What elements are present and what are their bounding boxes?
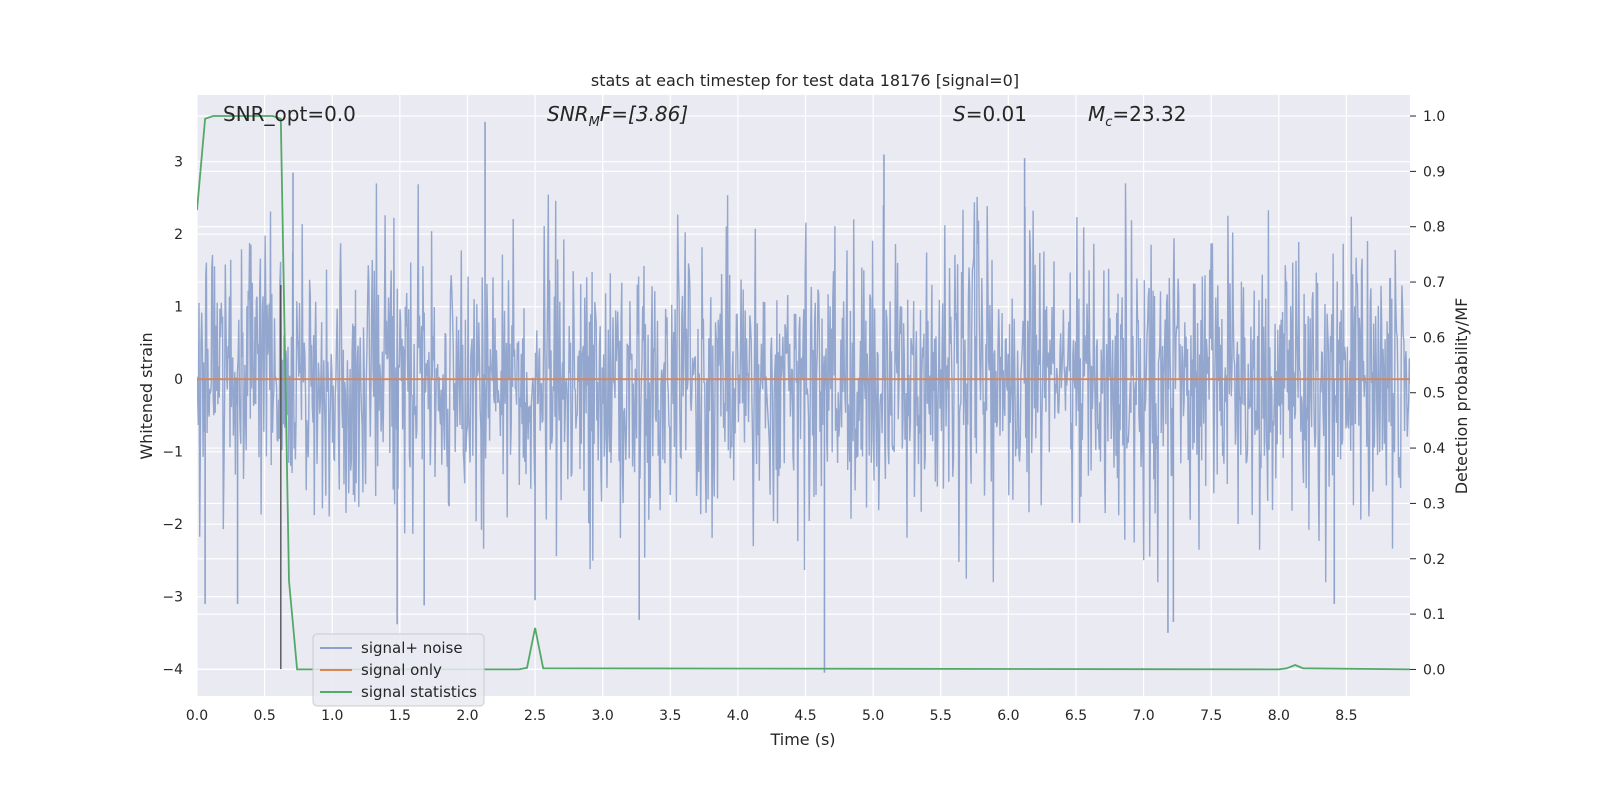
y-right-tick-label: 0.5 (1423, 386, 1445, 402)
x-tick-label: 5.0 (862, 708, 884, 724)
annotation-snr-mf-name: SNR (547, 102, 589, 126)
series-signal-plus-noise (197, 121, 1410, 673)
x-axis-label: Time (s) (769, 730, 835, 749)
annotation-s-value: =0.01 (966, 102, 1027, 126)
signal-statistics-line (197, 115, 1410, 671)
x-tick-label: 5.5 (930, 708, 952, 724)
annotation-mc-value: =23.32 (1112, 102, 1186, 126)
y-left-axis-label: Whitened strain (137, 332, 156, 459)
annotation-s-name: S (953, 102, 966, 126)
y-right-tick-label: 0.9 (1423, 164, 1445, 180)
annotation-snr-opt: SNR_opt=0.0 (223, 102, 356, 126)
y-right-tick-label: 0.7 (1423, 275, 1445, 291)
y-left-tick-label: 2 (174, 227, 183, 243)
y-right-tick-label: 0.6 (1423, 330, 1445, 346)
y-right-tick-label: 0.8 (1423, 220, 1445, 236)
x-tick-label: 7.5 (1200, 708, 1222, 724)
x-tick-label: 6.5 (1065, 708, 1087, 724)
y-right-tick-label: 1.0 (1423, 109, 1445, 125)
annotation-mc-sub: c (1105, 115, 1112, 130)
x-tick-label: 2.0 (456, 708, 478, 724)
y-left-tick-label: 3 (174, 155, 183, 171)
annotation-mc-name: M (1088, 102, 1105, 126)
x-tick-label: 8.0 (1268, 708, 1290, 724)
y-left-axis-ticks: 3 2 1 0 −1 −2 −3 −4 (162, 155, 183, 678)
x-tick-label: 0.5 (253, 708, 275, 724)
annotation-mc: Mc=23.32 (1088, 102, 1186, 130)
y-left-tick-label: 1 (174, 300, 183, 316)
x-tick-label: 6.0 (997, 708, 1019, 724)
x-tick-label: 7.0 (1132, 708, 1154, 724)
legend: signal+ noise signal only signal statist… (312, 633, 485, 707)
y-right-axis-ticks: 1.0 0.9 0.8 0.7 0.6 0.5 0.4 0.3 0.2 0.1 0.0 (1410, 109, 1445, 678)
x-tick-label: 4.5 (794, 708, 816, 724)
y-left-tick-label: −3 (162, 590, 183, 606)
x-tick-label: 1.0 (321, 708, 343, 724)
series-signal-statistics (197, 115, 1410, 671)
annotation-snr-mf-sub: M (589, 115, 600, 130)
x-tick-label: 1.5 (389, 708, 411, 724)
y-right-tick-label: 0.2 (1423, 552, 1445, 568)
y-left-tick-label: −4 (162, 662, 183, 678)
legend-label-signal-statistics: signal statistics (361, 683, 477, 701)
annotation-snr-mf-rest: F=[3.86] (600, 102, 688, 126)
x-tick-label: 3.5 (659, 708, 681, 724)
y-right-tick-label: 0.3 (1423, 496, 1445, 512)
legend-box (312, 633, 485, 707)
annotations: SNR_opt=0.0 SNRMF=[3.86] S=0.01 Mc=23.32 (223, 102, 1186, 130)
annotation-snr-mf: SNRMF=[3.86] (547, 102, 688, 130)
noise-trace (197, 183, 1410, 583)
x-tick-label: 2.5 (524, 708, 546, 724)
x-tick-label: 3.0 (592, 708, 614, 724)
y-right-tick-label: 0.1 (1423, 607, 1445, 623)
x-tick-label: 8.5 (1335, 708, 1357, 724)
legend-label-signal-plus-noise: signal+ noise (361, 639, 463, 657)
annotation-s: S=0.01 (953, 102, 1027, 126)
y-right-axis-label: Detection probability/MF (1452, 298, 1471, 495)
y-left-tick-label: −2 (162, 517, 183, 533)
x-axis-ticks: 0.0 0.5 1.0 1.5 2.0 2.5 3.0 3.5 4.0 4.5 5.0 5.5 6.0 6… (186, 708, 1358, 724)
chart-title: stats at each timestep for test data 181… (591, 71, 1019, 90)
y-right-tick-label: 0.4 (1423, 441, 1445, 457)
legend-label-signal-only: signal only (361, 661, 442, 679)
y-left-tick-label: 0 (174, 372, 183, 388)
x-tick-label: 4.0 (727, 708, 749, 724)
y-right-tick-label: 0.0 (1423, 662, 1445, 678)
x-tick-label: 0.0 (186, 708, 208, 724)
y-left-tick-label: −1 (162, 445, 183, 461)
